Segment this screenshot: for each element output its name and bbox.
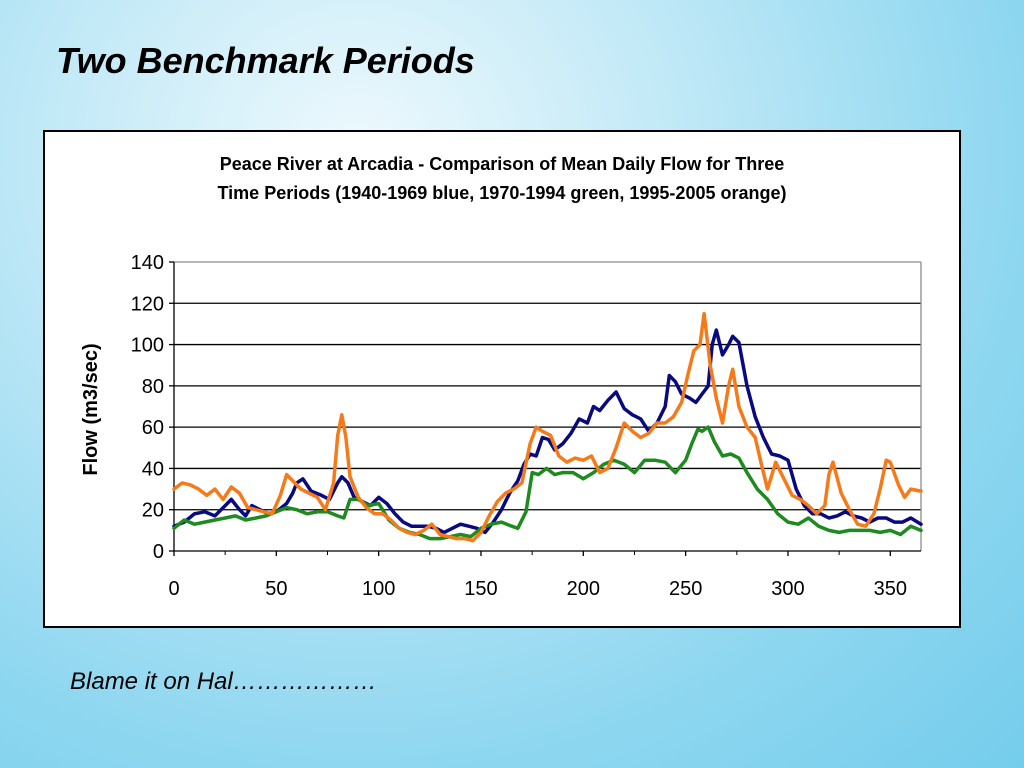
- y-tick-label-60: 60: [142, 417, 164, 439]
- chart-frame: Peace River at Arcadia - Comparison of M…: [43, 130, 961, 628]
- line-chart: 0 20 40 60 80 100 120 140 0 50 100 150 200 250 300 350 F…: [80, 252, 923, 600]
- y-tick-label-100: 100: [131, 335, 164, 357]
- y-tick-label-120: 120: [131, 293, 164, 315]
- chart-title: Peace River at Arcadia - Comparison of M…: [45, 150, 959, 208]
- x-tick-label-100: 100: [362, 578, 395, 600]
- slide-title: Two Benchmark Periods: [56, 40, 475, 81]
- x-tick-label-0: 0: [168, 578, 179, 600]
- series-line-blue: [172, 328, 923, 535]
- x-tick-label-350: 350: [874, 578, 907, 600]
- y-tick-label-40: 40: [142, 458, 164, 480]
- series-line-green: [172, 425, 923, 541]
- y-axis-title: Flow (m3/sec): [80, 343, 102, 475]
- x-tick-label-250: 250: [669, 578, 702, 600]
- y-tick-label-140: 140: [131, 252, 164, 274]
- x-tick-label-150: 150: [464, 578, 497, 600]
- x-tick-label-200: 200: [567, 578, 600, 600]
- y-tick-label-80: 80: [142, 376, 164, 398]
- series-line-orange: [172, 311, 923, 543]
- y-tick-label-20: 20: [142, 500, 164, 522]
- chart-title-line-2: Time Periods (1940-1969 blue, 1970-1994 …: [217, 183, 787, 203]
- chart-title-line-1: Peace River at Arcadia - Comparison of M…: [219, 154, 785, 174]
- y-tick-label-0: 0: [153, 541, 164, 563]
- x-tick-label-50: 50: [265, 578, 287, 600]
- slide-caption: Blame it on Hal………………: [70, 668, 377, 695]
- x-tick-label-300: 300: [771, 578, 804, 600]
